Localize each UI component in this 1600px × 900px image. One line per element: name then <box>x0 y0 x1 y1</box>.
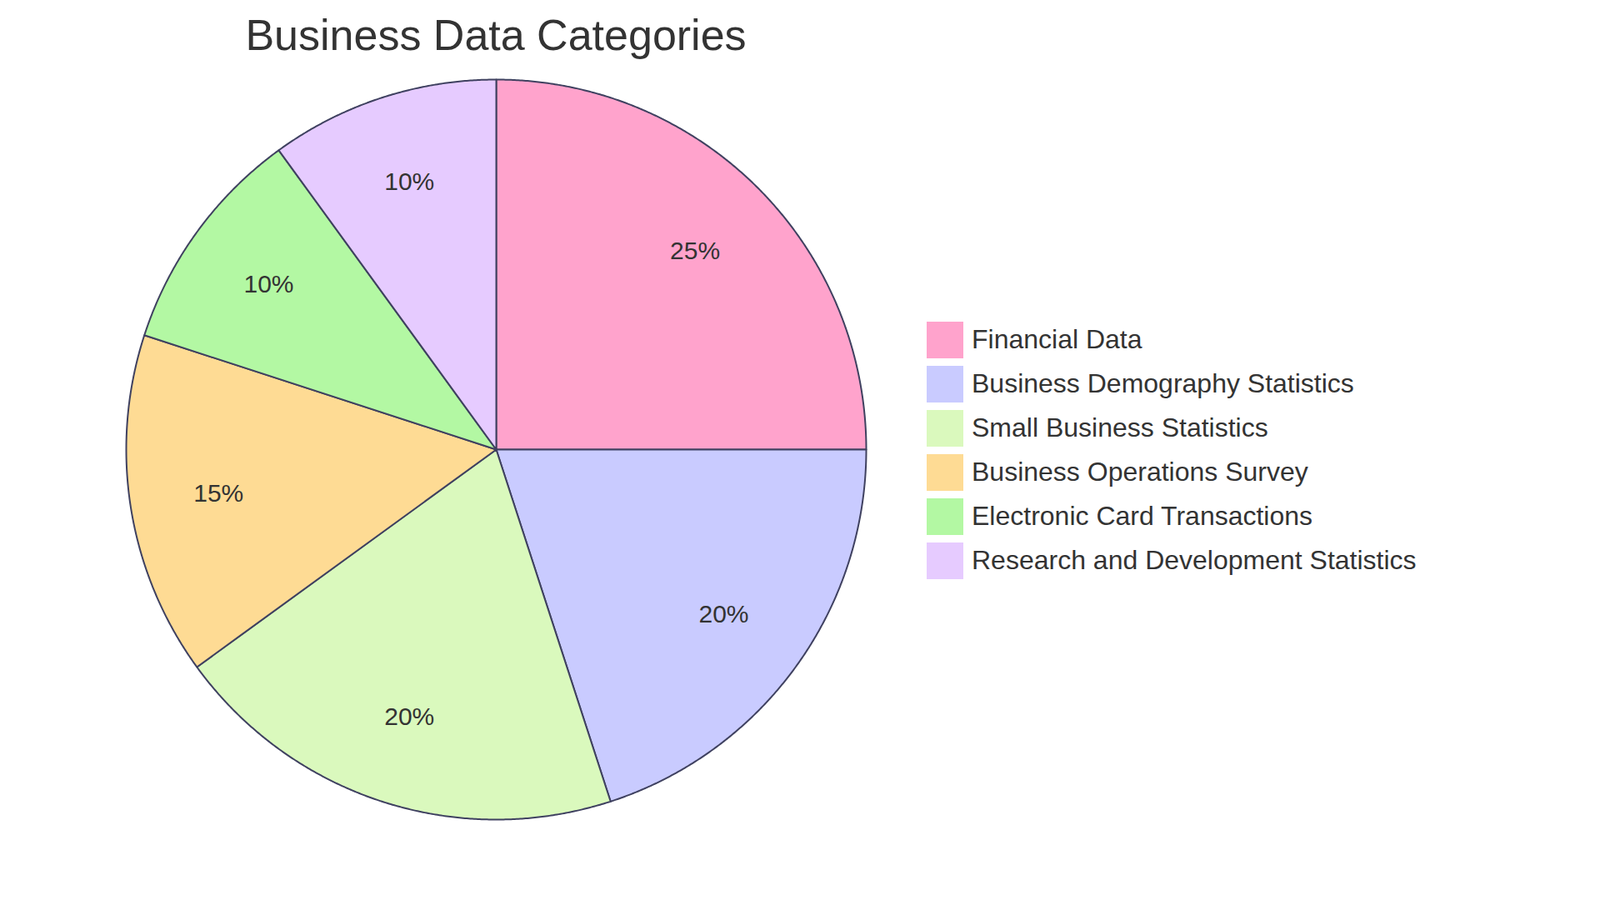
html-text:Electronic Card Transactions: Electronic Card Transactions <box>971 500 1313 531</box>
html-text:Business Demography Statistics: Business Demography Statistics <box>971 368 1355 399</box>
svg-text:15%: 15% <box>193 479 244 507</box>
html-text:Research and Development Stati: Research and Development Statistics <box>971 545 1417 575</box>
html-text:Business Operations Survey: Business Operations Survey <box>971 456 1309 487</box>
html-text:Financial Data: Financial Data <box>971 324 1143 355</box>
svg-text:20%: 20% <box>698 600 749 628</box>
svg-text:20%: 20% <box>384 702 435 730</box>
html-text:Small Business Statistics: Small Business Statistics <box>971 412 1269 443</box>
svg-text:10%: 10% <box>243 270 294 298</box>
html-text:Business Data Categories: Business Data Categories <box>245 10 747 60</box>
svg-text:10%: 10% <box>384 167 435 195</box>
svg-text:25%: 25% <box>670 235 720 264</box>
